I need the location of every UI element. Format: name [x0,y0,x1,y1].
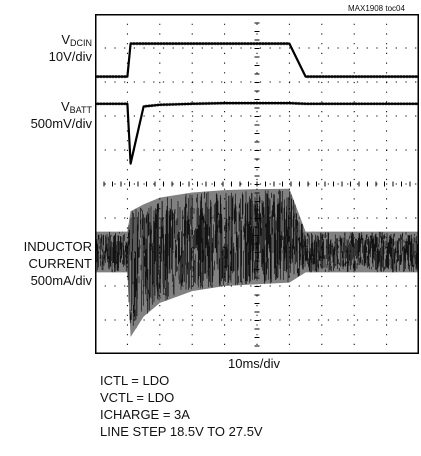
inductor-current-ripple [95,189,419,329]
vdcin-trace-noise [95,42,419,79]
condition-line: ICTL = LDO [100,373,170,388]
vbatt-scale: 500mV/div [30,116,92,131]
vbatt-label-subscript: BATT [69,105,92,115]
inductor-label-line2: CURRENT [28,256,92,271]
vbatt-label-main: V [60,99,70,114]
condition-line: LINE STEP 18.5V TO 27.5V [100,424,263,439]
traces [95,42,419,337]
inductor-label-line1: INDUCTOR [23,239,92,254]
vbatt-label: VBATT [61,98,92,119]
vbatt-trace-noise [95,101,419,164]
oscilloscope-plot [95,14,419,354]
test-conditions: ICTL = LDO VCTL = LDO ICHARGE = 3A LINE … [100,372,263,440]
timebase-label: 10ms/div [228,356,281,371]
inductor-scale: 500mA/div [30,273,92,288]
vdcin-label-subscript: DCIN [70,38,92,48]
vdcin-label: VDCIN [61,31,92,52]
condition-line: VCTL = LDO [100,390,175,405]
figure-tag: MAX1908 toc04 [348,4,405,13]
vdcin-label-main: V [61,32,70,47]
condition-line: ICHARGE = 3A [100,407,190,422]
plot-frame [95,14,419,354]
vdcin-scale: 10V/div [48,49,92,64]
graticule [95,14,419,354]
